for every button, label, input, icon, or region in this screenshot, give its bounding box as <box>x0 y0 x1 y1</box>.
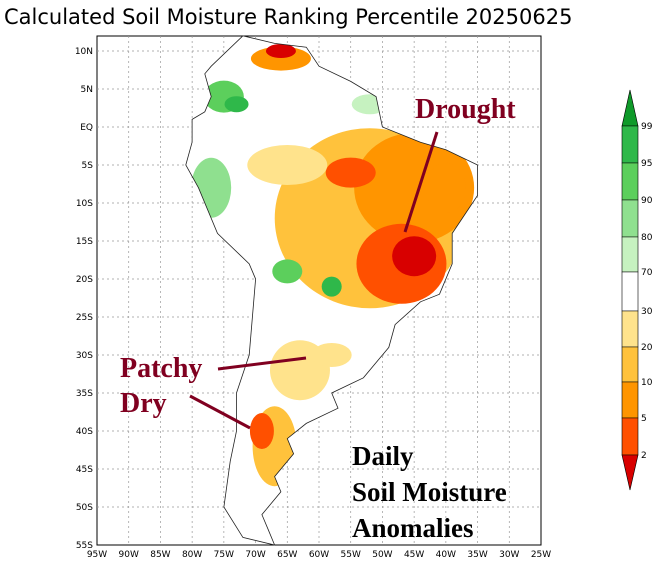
anomaly-area <box>250 46 311 71</box>
caption: Soil Moisture <box>352 477 507 507</box>
lat-label: 20S <box>76 275 93 285</box>
anomaly-area <box>247 145 328 185</box>
colorbar-segment <box>621 454 639 491</box>
annotation: Patchy <box>120 353 202 384</box>
lon-label: 85W <box>150 550 170 560</box>
lat-label: 15S <box>76 237 93 247</box>
arrow <box>217 356 307 371</box>
lat-label: 5S <box>82 161 94 171</box>
lon-label: 30W <box>499 550 519 560</box>
colorbar-segment <box>621 162 639 201</box>
colorbar-label: 5 <box>641 414 647 424</box>
anomaly-area <box>392 236 437 277</box>
lon-label: 45W <box>404 550 424 560</box>
lat-label: 30S <box>76 351 93 361</box>
caption: Daily <box>352 441 414 471</box>
colorbar-label: 80 <box>641 233 653 243</box>
lon-label: 50W <box>372 550 392 560</box>
anomaly-area <box>272 259 303 284</box>
lat-label: 10N <box>75 47 93 57</box>
arrow <box>403 131 439 233</box>
anomaly-area <box>249 413 274 449</box>
lat-label: 35S <box>76 389 93 399</box>
colorbar-label: 70 <box>641 268 653 278</box>
colorbar-label: 95 <box>641 159 652 169</box>
colorbar-segment <box>621 125 639 164</box>
colorbar-segment <box>621 310 639 348</box>
lat-label: EQ <box>80 123 93 133</box>
colorbar-segment <box>621 89 639 127</box>
colorbar-label: 2 <box>641 451 647 461</box>
lat-label: 45S <box>76 465 93 475</box>
colorbar-segment <box>621 271 639 312</box>
colorbar-label: 30 <box>641 307 653 317</box>
anomaly-area <box>321 276 342 297</box>
colorbar-label: 10 <box>641 378 653 388</box>
lon-label: 25W <box>531 550 551 560</box>
colorbar-label: 20 <box>641 343 653 353</box>
colorbar-segment <box>621 199 639 238</box>
lat-label: 40S <box>76 427 93 437</box>
lon-label: 65W <box>277 550 297 560</box>
lon-label: 60W <box>309 550 329 560</box>
annotation: Dry <box>120 388 167 419</box>
colorbar-segment <box>621 417 639 456</box>
lon-label: 75W <box>214 550 234 560</box>
colorbar-label: 90 <box>641 196 653 206</box>
anomaly-area <box>311 343 352 367</box>
title: Calculated Soil Moisture Ranking Percent… <box>4 5 572 29</box>
lon-label: 55W <box>341 550 361 560</box>
caption: Anomalies <box>352 513 474 543</box>
lon-label: 80W <box>182 550 202 560</box>
coastline <box>185 35 478 546</box>
lon-label: 90W <box>119 550 139 560</box>
anomaly-area <box>325 157 376 188</box>
colorbar-segment <box>621 236 639 273</box>
anomaly-area <box>265 44 296 58</box>
lat-label: 5N <box>81 85 93 95</box>
colorbar-segment <box>621 346 639 383</box>
anomaly-area <box>354 132 475 243</box>
lat-label: 25S <box>76 313 93 323</box>
arrow <box>189 394 251 430</box>
anomaly-area <box>224 96 249 113</box>
lon-label: 35W <box>467 550 487 560</box>
lat-label: 10S <box>76 199 93 209</box>
lat-label: 50S <box>76 503 93 513</box>
lon-label: 95W <box>87 550 107 560</box>
anomaly-area <box>425 162 466 213</box>
lon-label: 40W <box>436 550 456 560</box>
lon-label: 70W <box>245 550 265 560</box>
annotation: Drought <box>415 94 516 125</box>
colorbar-label: 99 <box>641 122 653 132</box>
lat-label: 55S <box>76 541 93 551</box>
colorbar-segment <box>621 381 639 419</box>
